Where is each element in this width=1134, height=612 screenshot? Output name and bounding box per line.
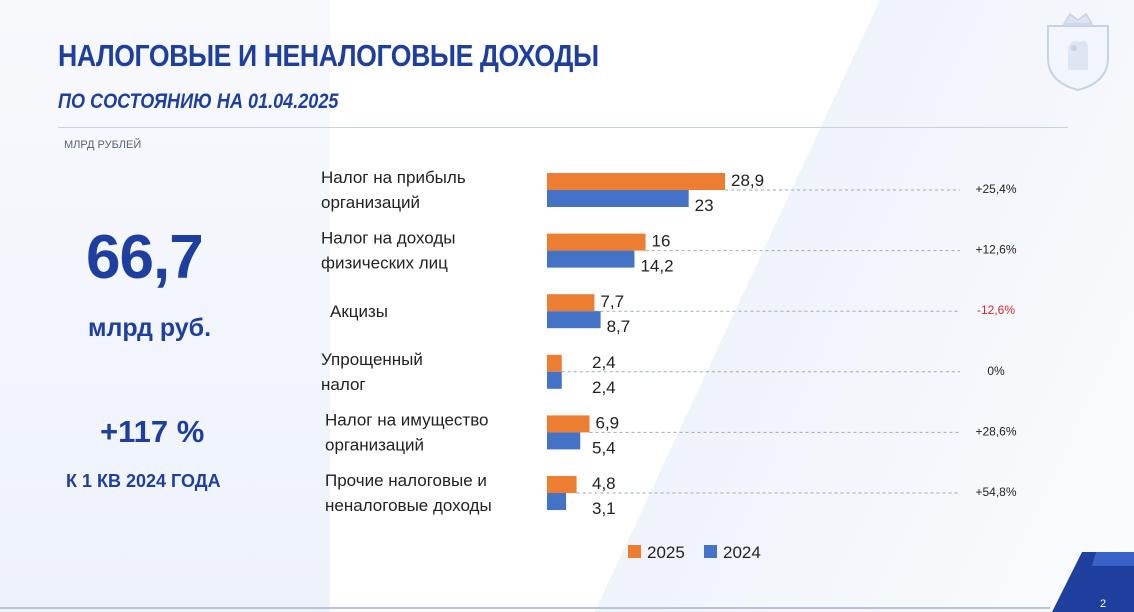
value-label-2025: 28,9 (731, 171, 764, 190)
total-value: 66,7 (86, 223, 204, 292)
bar-2025 (547, 173, 726, 190)
category-label: Налог на имущество (325, 410, 489, 429)
value-label-2025: 4,8 (592, 474, 616, 493)
value-label-2024: 5,4 (592, 438, 616, 457)
value-label-2025: 16 (652, 232, 671, 251)
category-label: Прочие налоговые и (325, 471, 487, 490)
growth-note: К 1 КВ 2024 ГОДА (66, 471, 221, 491)
value-label-2025: 6,9 (596, 413, 620, 432)
category-label: Упрощенный (321, 350, 423, 369)
page-number: 2 (1100, 598, 1107, 610)
change-label: +25,4% (975, 182, 1016, 196)
category-label: Акцизы (330, 302, 388, 321)
header-divider (58, 127, 1068, 128)
bar-2024 (547, 250, 635, 268)
change-label: +28,6% (975, 424, 1016, 438)
category-label: организаций (325, 435, 424, 454)
bar-2025 (547, 476, 577, 493)
page-title: НАЛОГОВЫЕ И НЕНАЛОГОВЫЕ ДОХОДЫ (58, 38, 599, 73)
bar-2024 (547, 311, 601, 329)
page-subtitle: ПО СОСТОЯНИЮ НА 01.04.2025 (58, 90, 339, 113)
category-label: организаций (321, 193, 420, 212)
change-label: +12,6% (975, 243, 1016, 257)
growth-value: +117 % (100, 414, 205, 449)
value-label-2024: 2,4 (592, 378, 616, 397)
bar-2024 (547, 493, 567, 510)
change-label: 0% (987, 364, 1005, 378)
change-label: +54,8% (975, 485, 1016, 499)
bar-2025 (547, 354, 562, 372)
bar-2024 (547, 371, 562, 389)
value-label-2024: 14,2 (640, 257, 673, 276)
category-label: Налог на прибыль (321, 168, 466, 187)
total-unit: млрд руб. (88, 314, 212, 342)
value-label-2025: 7,7 (600, 292, 624, 311)
value-label-2024: 8,7 (607, 317, 631, 336)
footer-line (0, 607, 1050, 609)
emblem-icon (1047, 12, 1109, 92)
value-label-2025: 2,4 (592, 353, 616, 372)
corner-decoration (1052, 552, 1134, 612)
category-label: неналоговые доходы (325, 496, 492, 515)
units-label: МЛРД РУБЛЕЙ (64, 139, 142, 151)
category-label: Налог на доходы (321, 229, 456, 248)
legend-swatch-2025 (628, 545, 641, 558)
category-label: физических лиц (321, 254, 448, 273)
legend-label-2024: 2024 (723, 543, 761, 562)
value-label-2024: 3,1 (592, 499, 616, 518)
bar-2024 (547, 190, 689, 207)
category-label: налог (321, 375, 366, 394)
legend-swatch-2024 (704, 545, 717, 558)
bar-2025 (547, 294, 595, 312)
bar-2024 (547, 432, 581, 450)
value-label-2024: 23 (695, 196, 714, 215)
legend-label-2025: 2025 (647, 543, 685, 562)
change-label: -12,6% (977, 303, 1015, 317)
bar-2025 (547, 415, 590, 433)
bar-2025 (547, 233, 646, 251)
